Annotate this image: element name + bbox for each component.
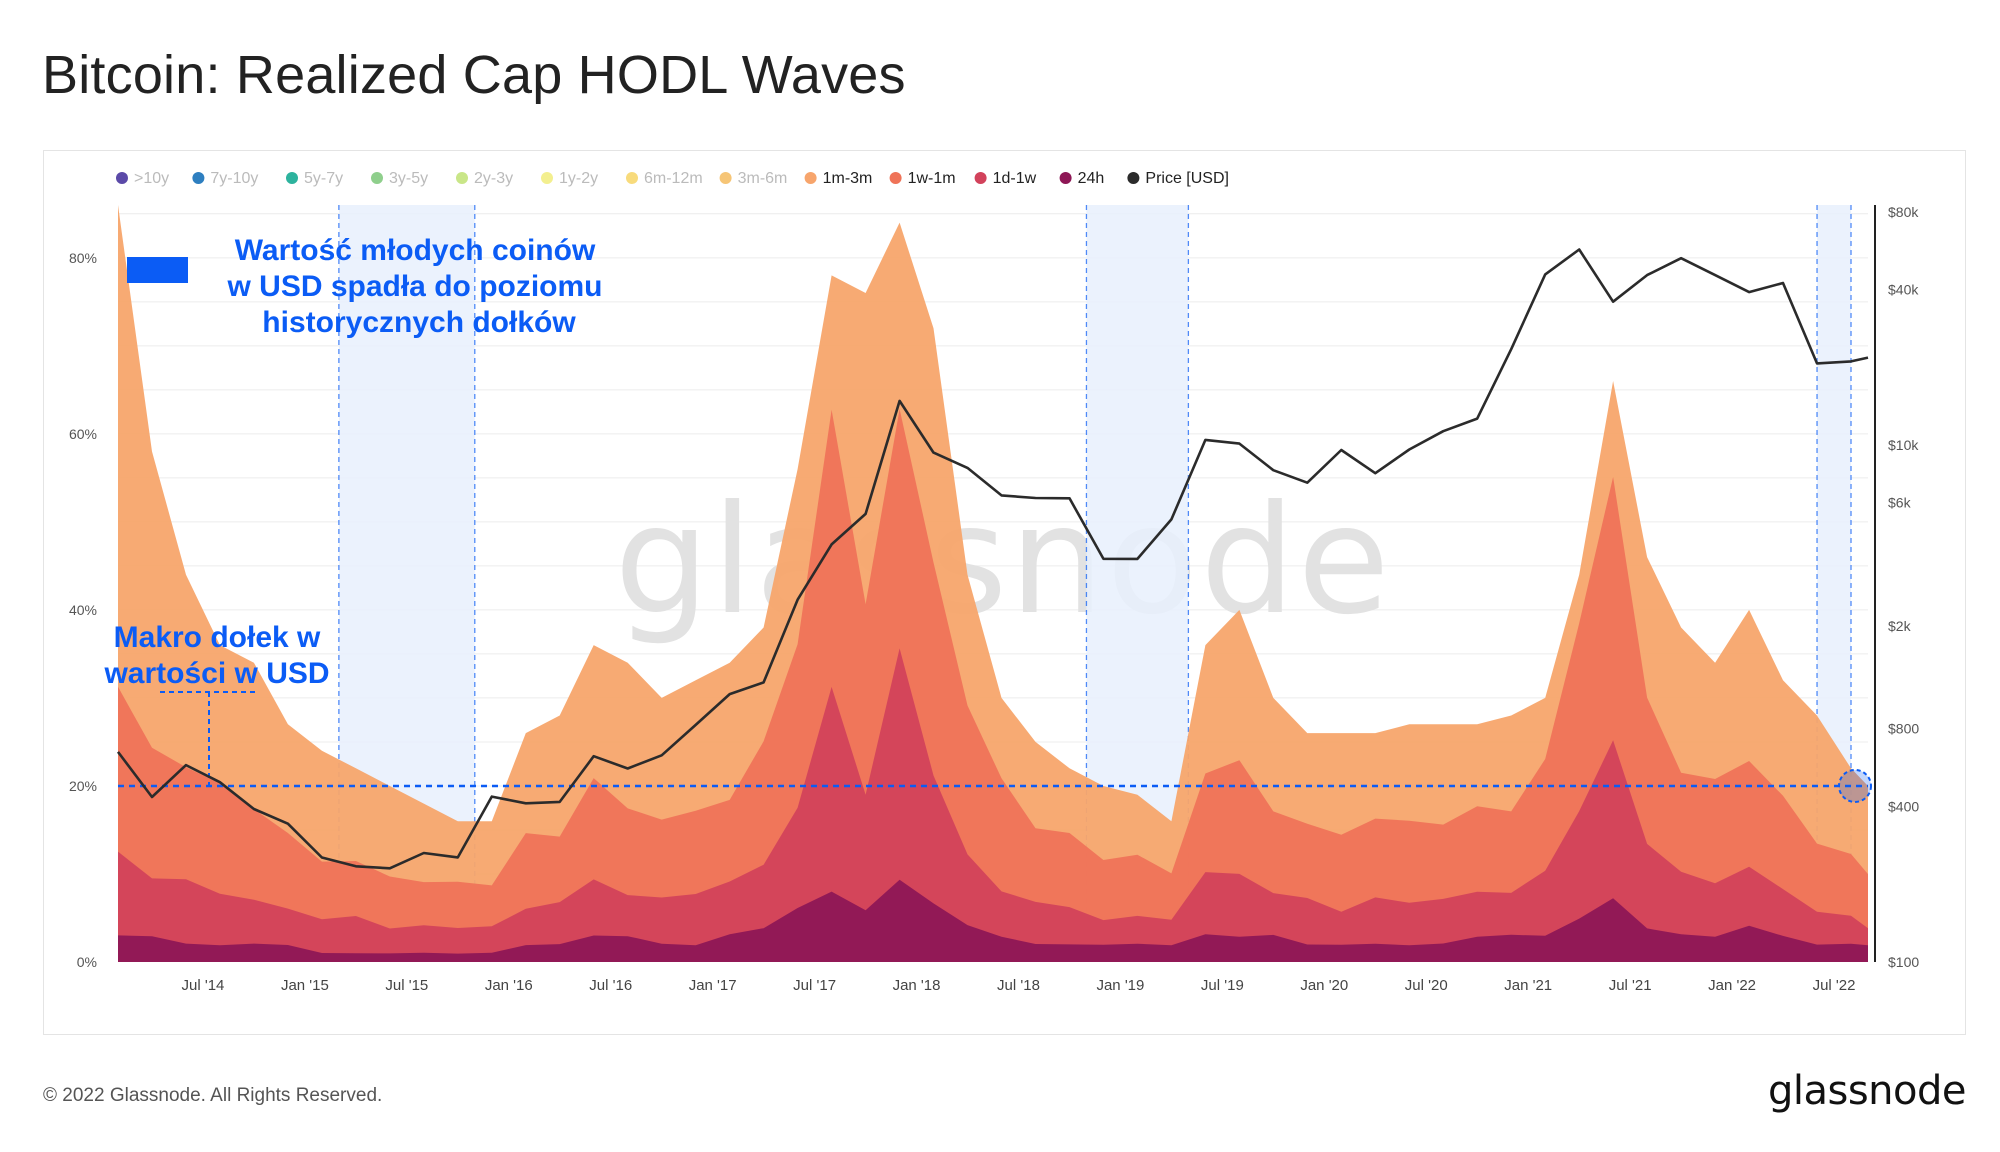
- x-tick-label: Jul '15: [385, 977, 428, 994]
- y-right-tick-label: $100: [1888, 954, 1919, 970]
- x-tick-label: Jul '14: [182, 977, 225, 994]
- y-right-tick-label: $6k: [1888, 495, 1912, 511]
- y-right-tick-label: $400: [1888, 798, 1919, 814]
- x-tick-label: Jan '19: [1096, 977, 1144, 994]
- y-left-tick-label: 0%: [77, 954, 97, 970]
- legend-label: 3y-5y: [389, 170, 428, 187]
- legend-item[interactable]: 6m-12m: [626, 170, 703, 187]
- legend-swatch: [541, 172, 553, 184]
- legend-item[interactable]: 3y-5y: [371, 170, 428, 187]
- x-tick-label: Jul '16: [589, 977, 632, 994]
- legend-label: >10y: [134, 170, 169, 187]
- legend-swatch: [719, 172, 732, 184]
- series-area-1m-3m: [118, 205, 1868, 962]
- x-tick-label: Jan '15: [281, 977, 329, 994]
- legend-label: 6m-12m: [644, 170, 703, 187]
- legend-label: 1d-1w: [993, 170, 1037, 187]
- annotation-macro-line-2: wartości w USD: [104, 657, 330, 690]
- copyright-text: © 2022 Glassnode. All Rights Reserved.: [43, 1085, 383, 1106]
- x-tick-label: Jan '17: [689, 977, 737, 994]
- x-tick-label: Jan '21: [1504, 977, 1552, 994]
- legend-swatch: [286, 172, 298, 184]
- annotation-swatch: [127, 257, 188, 283]
- annotation-young-line-3: historycznych dołków: [262, 306, 576, 339]
- legend-label: 1y-2y: [559, 170, 598, 187]
- y-left-tick-label: 40%: [69, 602, 97, 618]
- legend-label: 1w-1m: [908, 170, 956, 187]
- y-left-tick-label: 80%: [69, 250, 97, 266]
- legend-swatch: [626, 172, 638, 184]
- legend-swatch: [1059, 172, 1072, 184]
- legend-swatch: [371, 172, 383, 184]
- current-level-marker: [1838, 768, 1872, 803]
- annotation-young-line-1: Wartość młodych coinów: [234, 234, 596, 267]
- y-right-tick-label: $800: [1888, 721, 1919, 737]
- series-area-1d-1w: [118, 648, 1868, 962]
- chart-title: Bitcoin: Realized Cap HODL Waves: [42, 45, 906, 105]
- brand-logo[interactable]: glassnode: [1767, 1068, 1967, 1114]
- y-right-tick-label: $2k: [1888, 618, 1912, 634]
- y-right-tick-label: $10k: [1888, 437, 1919, 453]
- legend-item[interactable]: Price [USD]: [1127, 170, 1229, 187]
- x-tick-label: Jul '22: [1813, 977, 1856, 994]
- x-tick-label: Jan '16: [485, 977, 533, 994]
- legend-item[interactable]: 1m-3m: [804, 170, 873, 187]
- series-area-24h: [118, 879, 1868, 962]
- legend-label: 2y-3y: [474, 170, 513, 187]
- x-tick-label: Jul '17: [793, 977, 836, 994]
- legend-swatch: [456, 172, 468, 184]
- legend-label: 24h: [1078, 170, 1105, 187]
- legend-label: 7y-10y: [210, 170, 258, 187]
- legend-item[interactable]: 7y-10y: [192, 170, 258, 187]
- x-tick-label: Jul '21: [1609, 977, 1652, 994]
- legend-swatch: [192, 172, 205, 184]
- legend-swatch: [116, 172, 128, 184]
- legend-item[interactable]: 1y-2y: [541, 170, 598, 187]
- annotation-young-line-2: w USD spadła do poziomu: [227, 270, 603, 303]
- legend-label: Price [USD]: [1145, 170, 1229, 187]
- series-area-1w-1m: [118, 409, 1868, 962]
- legend-item[interactable]: 24h: [1059, 170, 1105, 187]
- legend-swatch: [974, 172, 987, 184]
- legend-swatch: [804, 172, 817, 184]
- legend-item[interactable]: 1w-1m: [889, 170, 956, 187]
- x-tick-label: Jan '18: [893, 977, 941, 994]
- y-left-tick-label: 20%: [69, 778, 97, 794]
- annotation-macro-bottom: Makro dołek w wartości w USD: [92, 620, 342, 692]
- x-tick-label: Jan '20: [1300, 977, 1348, 994]
- legend-swatch: [889, 172, 902, 184]
- legend-item[interactable]: 1d-1w: [974, 170, 1037, 187]
- watermark: glassnode: [614, 474, 1391, 648]
- x-tick-label: Jan '22: [1708, 977, 1756, 994]
- y-left-tick-label: 60%: [69, 426, 97, 442]
- legend-item[interactable]: 3m-6m: [719, 170, 788, 187]
- price-line: [116, 248, 1869, 870]
- legend-item[interactable]: >10y: [116, 170, 169, 187]
- legend-label: 3m-6m: [738, 170, 788, 187]
- legend-item[interactable]: 2y-3y: [456, 170, 513, 187]
- y-right-tick-label: $80k: [1888, 204, 1919, 220]
- legend-item[interactable]: 5y-7y: [286, 170, 343, 187]
- x-tick-label: Jul '19: [1201, 977, 1244, 994]
- legend-label: 5y-7y: [304, 170, 343, 187]
- annotation-macro-line-1: Makro dołek w: [113, 621, 321, 654]
- annotation-young-coins: Wartość młodych coinów w USD spadła do p…: [205, 233, 625, 341]
- legend-label: 1m-3m: [823, 170, 873, 187]
- x-tick-label: Jul '18: [997, 977, 1040, 994]
- x-tick-label: Jul '20: [1405, 977, 1448, 994]
- y-right-tick-label: $40k: [1888, 282, 1919, 298]
- legend-swatch: [1127, 172, 1140, 184]
